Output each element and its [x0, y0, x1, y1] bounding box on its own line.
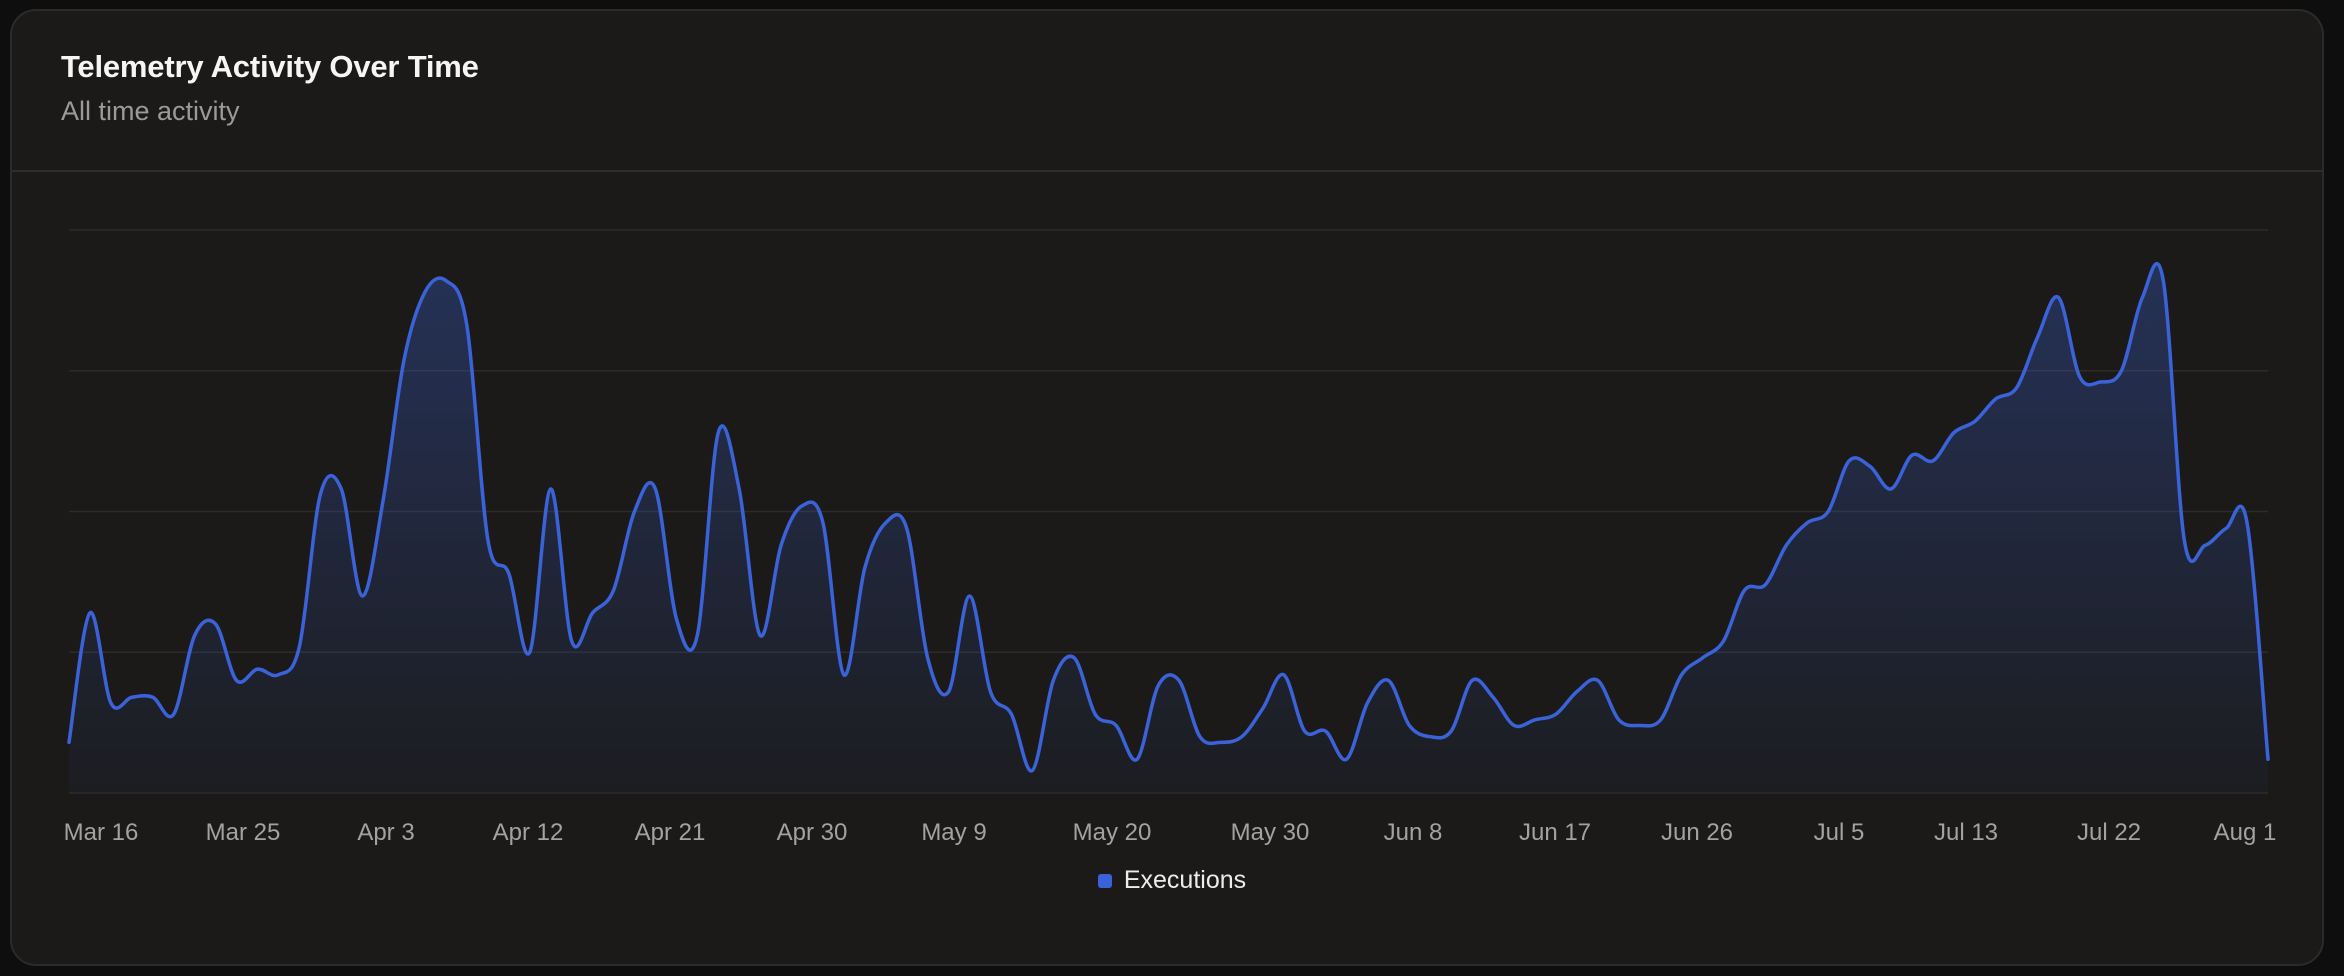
series-line	[67, 262, 2270, 773]
x-tick-label: Jun 26	[1661, 819, 1733, 846]
x-tick-label: Jul 5	[1814, 819, 1865, 846]
x-tick-label: Jun 17	[1519, 819, 1591, 846]
series-area	[69, 263, 2268, 794]
x-tick-label: Mar 16	[64, 819, 139, 846]
x-tick-label: Jul 13	[1934, 819, 1998, 846]
x-tick-label: Apr 21	[635, 819, 706, 846]
x-tick-label: Apr 12	[493, 819, 564, 846]
x-tick-label: Apr 30	[777, 819, 848, 846]
x-axis-ticks: Mar 16 Mar 25 Apr 3 Apr 12 Apr 21 Apr 30 May 9…	[64, 819, 2277, 846]
chart-legend: Executions	[0, 866, 2344, 895]
legend-label-executions: Executions	[1123, 866, 1247, 894]
x-tick-label: May 9	[921, 819, 986, 846]
x-tick-label: Jun 8	[1384, 819, 1443, 846]
x-tick-label: Aug 1	[2214, 819, 2277, 846]
x-tick-label: Mar 25	[206, 819, 281, 846]
card-header: Telemetry Activity Over Time All time ac…	[12, 11, 2322, 172]
x-tick-label: May 20	[1073, 819, 1152, 846]
chart-subtitle: All time activity	[61, 96, 240, 126]
x-tick-label: Jul 22	[2077, 819, 2141, 846]
legend-swatch	[1097, 873, 1112, 888]
chart-title: Telemetry Activity Over Time	[61, 49, 479, 84]
x-tick-label: May 30	[1231, 819, 1310, 846]
x-tick-label: Apr 3	[357, 819, 414, 846]
